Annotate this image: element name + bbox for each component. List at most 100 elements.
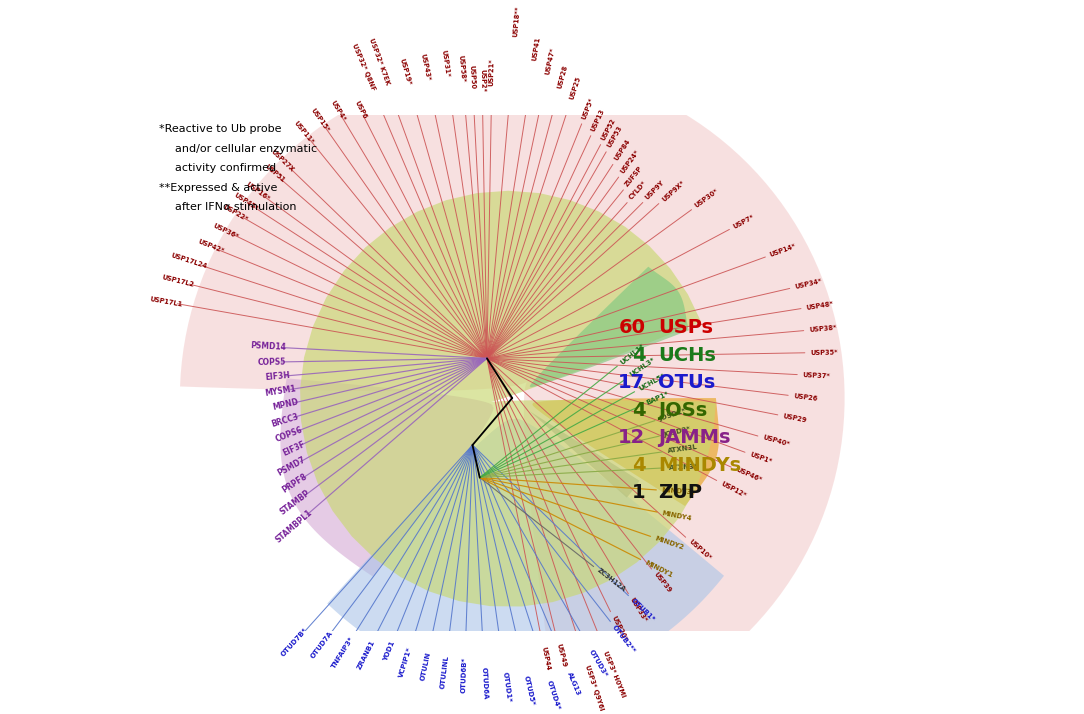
- Text: MINDY3: MINDY3: [661, 487, 692, 496]
- Text: USP34*: USP34*: [793, 278, 823, 290]
- Text: USP22*: USP22*: [222, 203, 248, 223]
- Text: and/or cellular enzymatic: and/or cellular enzymatic: [175, 144, 317, 154]
- Text: BRCC3: BRCC3: [270, 412, 299, 428]
- Text: PRPF8: PRPF8: [281, 472, 309, 495]
- Polygon shape: [327, 418, 724, 686]
- Text: activity confirmed: activity confirmed: [175, 163, 276, 173]
- Text: USP35*: USP35*: [810, 349, 838, 356]
- Text: OTUD6A: OTUD6A: [481, 666, 489, 699]
- Text: OTUB2**: OTUB2**: [611, 624, 636, 654]
- Text: USP3* H0YMI: USP3* H0YMI: [603, 650, 627, 698]
- Text: OTULINL: OTULINL: [440, 655, 450, 689]
- Text: MINDY2: MINDY2: [655, 536, 685, 550]
- Text: USP32* Q8NF: USP32* Q8NF: [350, 43, 376, 91]
- Polygon shape: [180, 66, 844, 714]
- Polygon shape: [530, 267, 688, 387]
- Text: OTUD6B*: OTUD6B*: [461, 657, 468, 693]
- Text: ZUFSP: ZUFSP: [624, 165, 644, 188]
- Text: after IFNα stimulation: after IFNα stimulation: [175, 202, 296, 212]
- Text: PSMD14: PSMD14: [250, 341, 286, 352]
- Text: USP17L2: USP17L2: [162, 274, 195, 288]
- Text: OTUD7B*: OTUD7B*: [281, 627, 309, 658]
- Text: USP24*: USP24*: [619, 149, 641, 175]
- Text: COPS6: COPS6: [274, 425, 305, 443]
- Text: STAMBPL1: STAMBPL1: [273, 508, 313, 545]
- Text: USPs: USPs: [658, 318, 713, 337]
- Text: JOSs: JOSs: [658, 401, 708, 420]
- Text: USP26: USP26: [792, 393, 817, 402]
- Text: ATXN3L: ATXN3L: [667, 444, 698, 454]
- Text: USP36*: USP36*: [212, 222, 240, 240]
- Text: USP19*: USP19*: [398, 58, 412, 86]
- Text: 4: 4: [632, 456, 645, 475]
- Text: USP20*: USP20*: [610, 615, 628, 643]
- Text: EIF3F: EIF3F: [282, 439, 307, 458]
- Text: OTUD5*: OTUD5*: [522, 675, 535, 706]
- Text: UCHs: UCHs: [658, 346, 717, 365]
- Text: USP18**: USP18**: [512, 5, 520, 37]
- Text: CYLD*: CYLD*: [629, 180, 648, 201]
- Text: USP10*: USP10*: [687, 538, 712, 561]
- Text: USP41: USP41: [531, 36, 541, 61]
- Text: MINDY1: MINDY1: [644, 559, 673, 578]
- Text: USP25: USP25: [568, 76, 581, 100]
- Text: 17: 17: [618, 373, 645, 392]
- Text: ATXN3*: ATXN3*: [669, 463, 698, 471]
- Text: USP33*: USP33*: [629, 596, 648, 623]
- Text: USP9X*: USP9X*: [660, 179, 685, 203]
- Text: OTUD7A: OTUD7A: [310, 630, 335, 659]
- Text: USP48*: USP48*: [805, 301, 834, 311]
- Text: JAMMs: JAMMs: [658, 428, 731, 447]
- Text: USP37*: USP37*: [802, 372, 830, 379]
- Text: USP4*: USP4*: [330, 100, 347, 123]
- Text: USP45*: USP45*: [233, 192, 259, 212]
- Text: STAMBP: STAMBP: [279, 488, 312, 517]
- Text: USP11*: USP11*: [293, 120, 315, 145]
- Text: OTUD4*: OTUD4*: [546, 679, 562, 710]
- Text: OTUB1*: OTUB1*: [630, 597, 656, 623]
- Text: USP50: USP50: [468, 65, 476, 89]
- Text: USP16*: USP16*: [245, 181, 271, 202]
- Text: ZRANB1: ZRANB1: [356, 639, 376, 670]
- Text: USP47*: USP47*: [544, 46, 556, 75]
- Text: UCHL1*: UCHL1*: [619, 342, 646, 366]
- Text: USP58*: USP58*: [457, 55, 466, 83]
- Text: COPS5: COPS5: [258, 357, 286, 367]
- Text: USP17L1: USP17L1: [150, 296, 183, 308]
- Text: MYSM1: MYSM1: [263, 384, 296, 398]
- Text: USP21*: USP21*: [489, 58, 495, 86]
- Text: JOSD2*: JOSD2*: [663, 426, 692, 438]
- Text: BAP1*: BAP1*: [645, 391, 670, 406]
- Text: USP32* K7EK: USP32* K7EK: [367, 37, 390, 86]
- Text: **Expressed & active: **Expressed & active: [159, 183, 278, 193]
- Text: OTUD3*: OTUD3*: [588, 648, 609, 678]
- Text: 4: 4: [632, 401, 645, 420]
- Text: USP46*: USP46*: [735, 466, 762, 483]
- Text: JOSD1*: JOSD1*: [659, 408, 687, 422]
- Text: USP39: USP39: [653, 571, 672, 594]
- Text: USP1*: USP1*: [749, 451, 773, 465]
- Text: UCHL5*: UCHL5*: [637, 373, 666, 392]
- Text: OTUs: OTUs: [658, 373, 715, 392]
- Text: TNFAIP3*: TNFAIP3*: [331, 635, 356, 669]
- Text: USP15*: USP15*: [310, 107, 331, 134]
- Text: UCHL3*: UCHL3*: [629, 357, 657, 378]
- Text: USP13: USP13: [590, 108, 606, 132]
- Text: USP51: USP51: [263, 164, 285, 183]
- Text: MINDY4: MINDY4: [661, 510, 693, 522]
- Text: USP38*: USP38*: [809, 325, 837, 333]
- Text: USP44: USP44: [540, 646, 551, 671]
- Text: MPND: MPND: [271, 398, 299, 412]
- Text: USP53: USP53: [606, 125, 623, 149]
- Text: USP42*: USP42*: [197, 238, 224, 255]
- Polygon shape: [281, 378, 493, 576]
- Text: 60: 60: [618, 318, 645, 337]
- Text: 12: 12: [618, 428, 645, 447]
- Text: OTUD1*: OTUD1*: [502, 671, 512, 703]
- Text: USP3* Q9Y6I: USP3* Q9Y6I: [584, 665, 604, 712]
- Text: USP5*: USP5*: [581, 96, 595, 120]
- Text: MINDYs: MINDYs: [658, 456, 741, 475]
- Text: ZUP: ZUP: [658, 483, 702, 502]
- Text: USP28: USP28: [556, 64, 568, 89]
- Text: USP30*: USP30*: [694, 188, 720, 209]
